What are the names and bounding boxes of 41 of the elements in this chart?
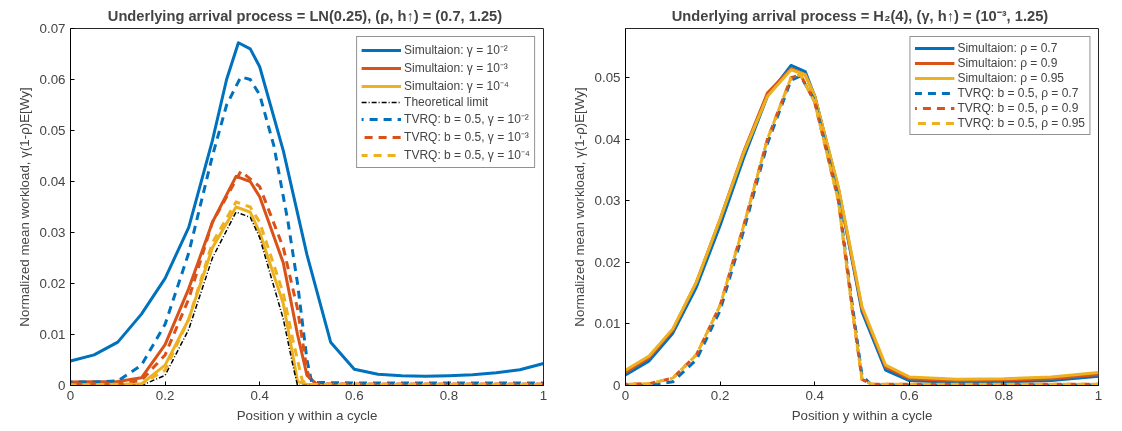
legend-label: Simultaion: γ = 10⁻⁴ [404,78,509,94]
y-tick-label: 0.04 [594,131,622,147]
y-tick-label: 0.05 [594,70,621,86]
y-tick-label: 0.04 [39,174,67,189]
x-tick-label: 0.6 [900,387,919,403]
legend-label: TVRQ: b = 0.5, γ = 10⁻³ [404,129,529,145]
legend-label: Theoretical limit [404,95,489,109]
y-axis-title: Normalized mean workload, γ(1-ρ)E[Wy] [571,87,587,327]
x-tick-label: 0.2 [155,387,175,403]
legend-label: Simultaion: ρ = 0.7 [957,41,1058,55]
x-tick-label: 1 [1094,387,1103,403]
legend-label: Simultaion: γ = 10⁻² [404,42,508,58]
y-tick-label: 0.02 [39,276,66,291]
x-axis-title: Position y within a cycle [236,407,378,423]
x-tick-label: 0.4 [250,387,270,403]
y-tick-label: 0.06 [39,72,66,87]
y-tick-label: 0.05 [39,123,66,138]
y-tick-label: 0.02 [594,254,621,270]
x-tick-label: 0.8 [439,387,459,403]
chart-title: Underlying arrival process = LN(0.25), (ρ, h↑) = (0.7, 1.25) [107,7,503,24]
x-tick-label: 0.8 [994,387,1014,403]
x-tick-label: 0.6 [345,387,364,403]
y-tick-label: 0.01 [39,327,66,342]
x-tick-label: 0.4 [805,387,825,403]
legend-label: TVRQ: b = 0.5, ρ = 0.95 [957,116,1085,130]
chart-title: Underlying arrival process = H₂(4), (γ, h↑) = (10⁻³, 1.25) [671,7,1049,24]
y-tick-label: 0.01 [594,316,621,332]
y-tick-label: 0.07 [39,21,66,36]
x-tick-label: 0.2 [710,387,730,403]
legend-label: TVRQ: b = 0.5, ρ = 0.9 [957,101,1079,115]
legend-label: Simultaion: ρ = 0.95 [957,71,1064,85]
x-tick-label: 1 [539,387,548,403]
legend-label: Simultaion: γ = 10⁻³ [404,60,508,76]
legend-label: TVRQ: b = 0.5, γ = 10⁻² [404,111,529,127]
y-tick-label: 0.03 [594,193,621,209]
x-axis-title: Position y within a cycle [791,407,933,423]
legend-label: Simultaion: ρ = 0.9 [957,56,1058,70]
y-axis-title: Normalized mean workload, γ(1-ρ)E[Wy] [16,87,32,327]
legend-label: TVRQ: b = 0.5, ρ = 0.7 [957,86,1079,100]
y-tick-label: 0.03 [39,225,66,240]
legend-label: TVRQ: b = 0.5, γ = 10⁻⁴ [404,147,530,163]
